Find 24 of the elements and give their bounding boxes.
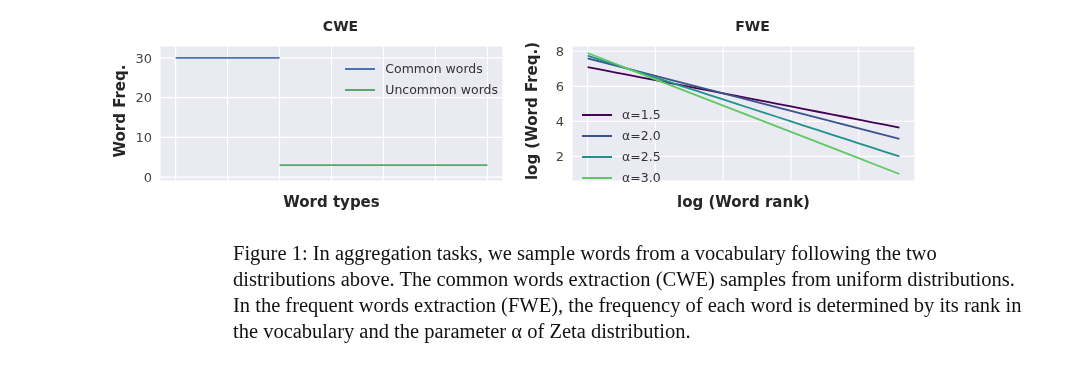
legend-label: α=2.5: [622, 148, 661, 166]
chart-title: FWE: [734, 18, 771, 34]
y-tick-label: 8: [555, 43, 564, 59]
caption: Figure 1: In aggregation tasks, we sample words from a vocabulary following the two distributions above. The common words extraction (CWE) samples from uniform distributions. In the frequent words extraction (FWE), the frequency of each word is determined by its rank in the vocabulary and the parameter α of Zeta distribution.: [233, 241, 1023, 344]
y-tick-label: 0: [143, 169, 152, 185]
legend-label: Common words: [385, 60, 483, 78]
line-series: [586, 52, 901, 175]
chart-title: CWE: [321, 18, 360, 34]
y-tick-label: 20: [135, 90, 152, 106]
y-axis-title: log (Word Freq.): [522, 41, 541, 181]
y-tick-label: 6: [555, 78, 564, 94]
y-tick-label: 2: [555, 149, 564, 165]
x-axis-title: log (Word rank): [677, 193, 810, 211]
legend-label: Uncommon words: [385, 81, 498, 99]
legend-label: α=2.0: [622, 127, 661, 145]
legend-label: α=1.5: [622, 106, 661, 124]
y-axis-title: Word Freq.: [110, 64, 129, 158]
line-series: [586, 66, 901, 129]
line-series: [586, 57, 901, 140]
y-tick-label: 30: [135, 50, 152, 66]
legend-label: α=3.0: [622, 169, 661, 187]
y-tick-label: 10: [135, 129, 152, 145]
x-axis-title: Word types: [283, 193, 380, 211]
y-tick-label: 4: [555, 114, 564, 129]
